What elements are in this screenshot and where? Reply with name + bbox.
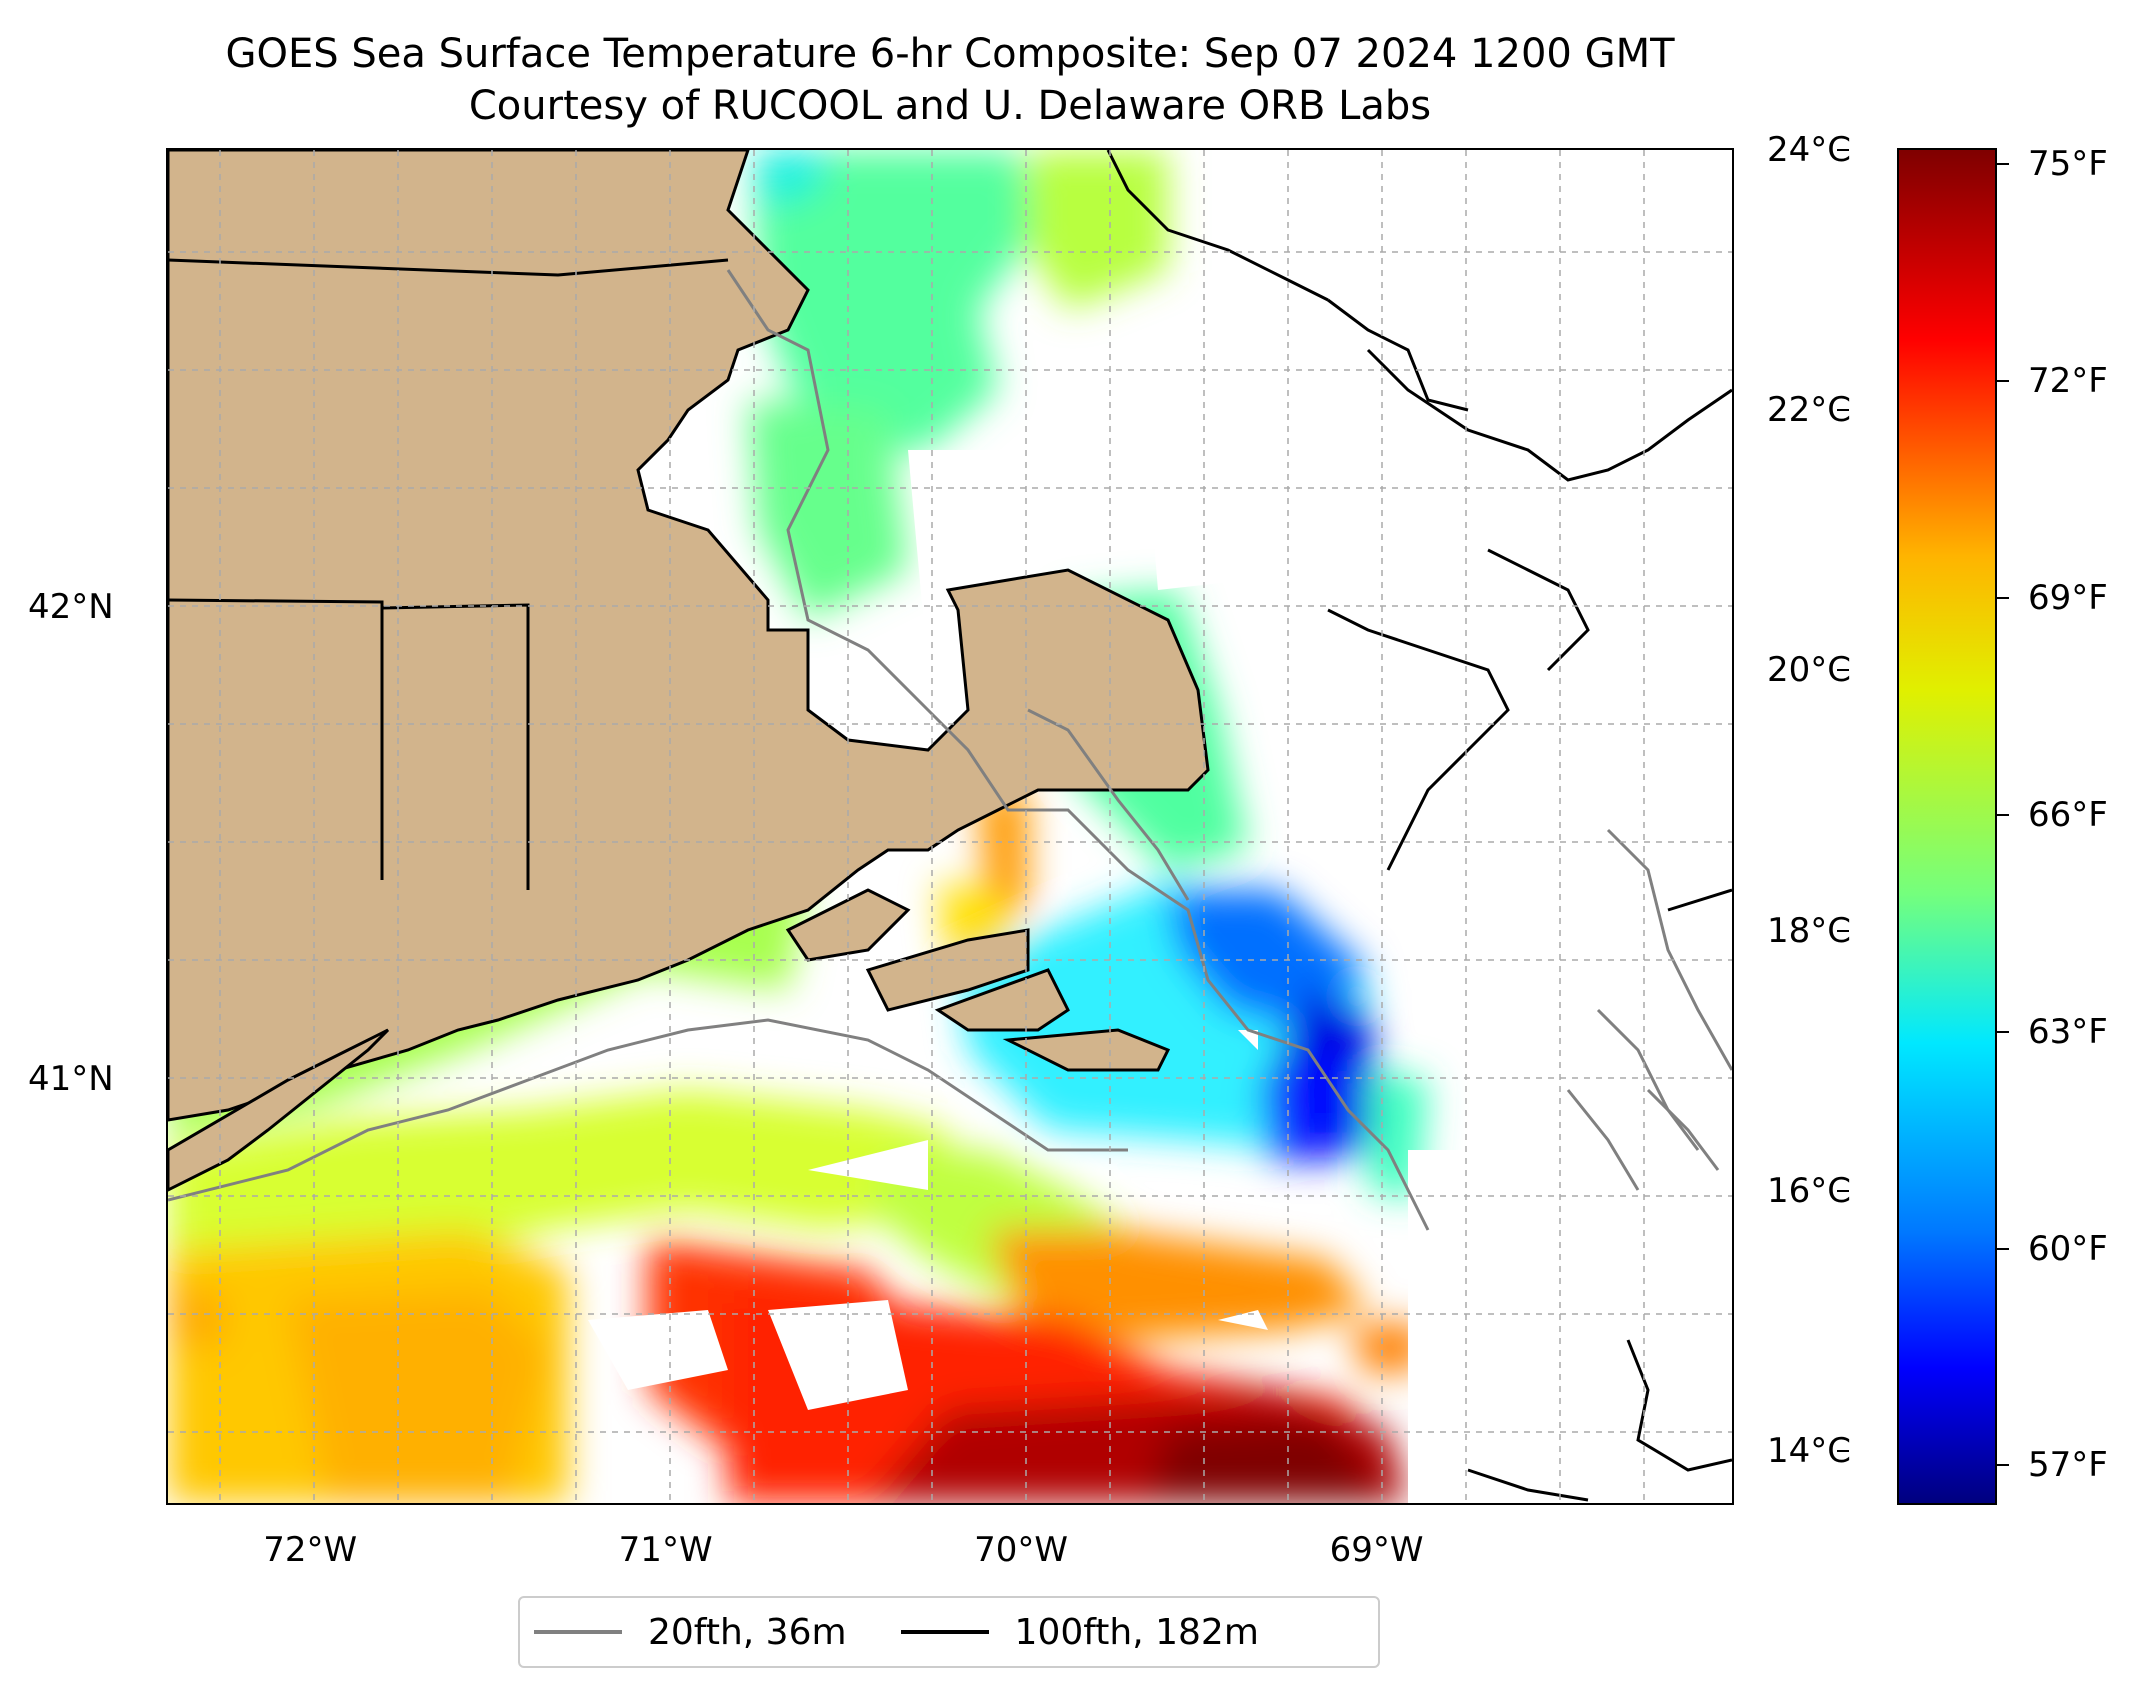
fahrenheit-tick-mark: [1997, 597, 2009, 600]
fahrenheit-tick-label: 72°F: [2028, 361, 2108, 402]
fahrenheit-tick-mark: [1997, 813, 2009, 816]
celsius-tick-mark: [1837, 669, 1849, 672]
contour-20fth: [168, 269, 1732, 1231]
latitude-tick-label: 42°N: [28, 587, 114, 628]
depth-contour-legend: 20fth, 36m 100fth, 182m: [518, 1596, 1380, 1668]
land: [168, 150, 1210, 1192]
state-borders: [168, 258, 729, 890]
map-title: GOES Sea Surface Temperature 6-hr Compos…: [225, 31, 1675, 77]
fahrenheit-tick-label: 63°F: [2028, 1011, 2108, 1052]
fahrenheit-tick-mark: [1997, 1464, 2009, 1467]
sst-map-canvas: [168, 150, 1732, 1503]
celsius-tick-mark: [1837, 149, 1849, 151]
legend-label-100fth: 100fth, 182m: [1014, 1611, 1259, 1653]
longitude-tick-label: 69°W: [1329, 1530, 1424, 1570]
longitude-tick-label: 71°W: [618, 1530, 713, 1570]
fahrenheit-tick-mark: [1997, 1030, 2009, 1033]
contour-100fth: [1106, 150, 1732, 1502]
sst-map[interactable]: [166, 148, 1734, 1505]
latitude-tick-label: 41°N: [28, 1058, 114, 1099]
legend-item-20fth: 20fth, 36m: [534, 1612, 847, 1653]
fahrenheit-tick-mark: [1997, 1247, 2009, 1250]
map-subtitle: Courtesy of RUCOOL and U. Delaware ORB L…: [468, 83, 1432, 129]
legend-line-gray: [534, 1630, 622, 1634]
legend-line-black: [900, 1630, 989, 1634]
celsius-tick-mark: [1837, 1189, 1849, 1192]
longitude-tick-label: 70°W: [974, 1530, 1069, 1570]
temperature-colorbar: [1897, 148, 1997, 1505]
fahrenheit-tick-label: 60°F: [2028, 1228, 2108, 1269]
gridlines: [168, 150, 1732, 1503]
fahrenheit-tick-label: 75°F: [2028, 144, 2108, 185]
fahrenheit-tick-mark: [1997, 380, 2009, 383]
celsius-tick-mark: [1837, 929, 1849, 932]
celsius-tick-mark: [1837, 1449, 1849, 1452]
celsius-tick-mark: [1837, 409, 1849, 412]
legend-label-20fth: 20fth, 36m: [648, 1611, 847, 1653]
fahrenheit-tick-label: 66°F: [2028, 794, 2108, 835]
legend-item-100fth: 100fth, 182m: [900, 1611, 1259, 1653]
fahrenheit-tick-label: 57°F: [2028, 1445, 2108, 1486]
fahrenheit-tick-mark: [1997, 163, 2009, 166]
longitude-tick-label: 72°W: [263, 1530, 358, 1570]
fahrenheit-tick-label: 69°F: [2028, 578, 2108, 619]
